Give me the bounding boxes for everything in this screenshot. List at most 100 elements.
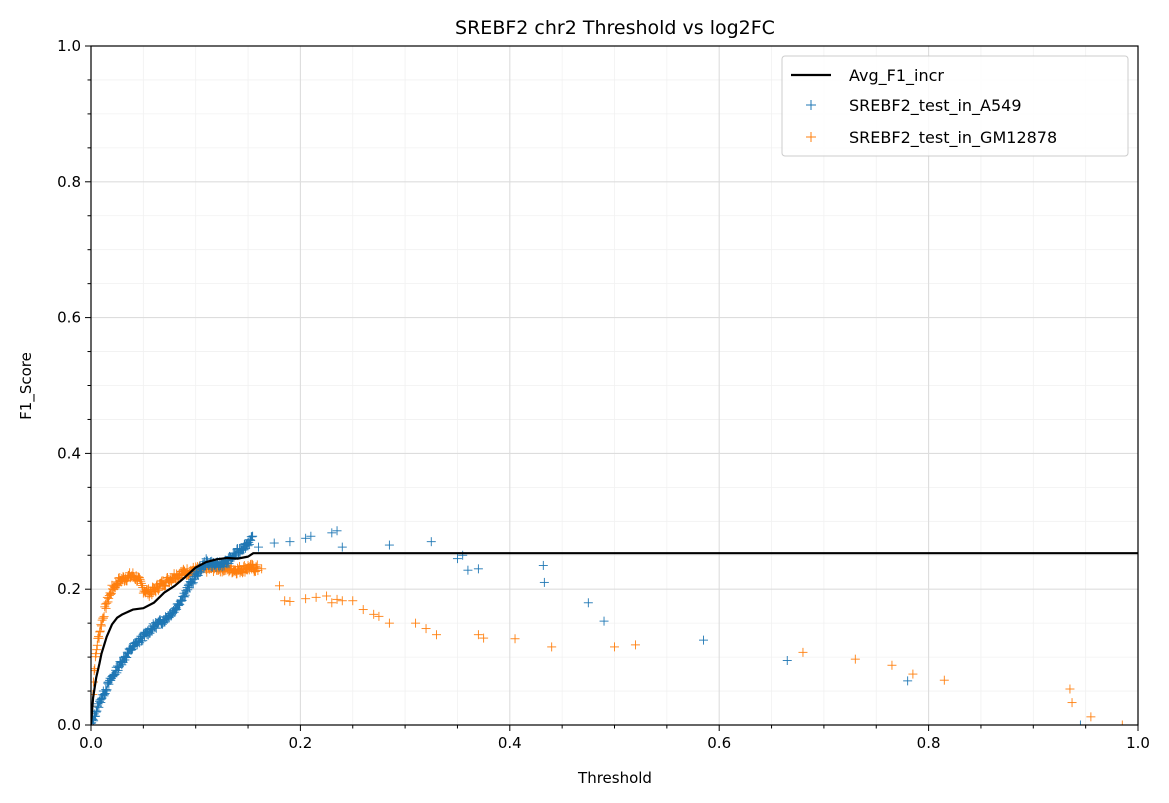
a549-point	[1075, 720, 1085, 725]
a549-point	[269, 538, 279, 548]
gm12878-point	[473, 630, 483, 640]
gm12878-point	[95, 627, 105, 637]
gm12878-point	[908, 669, 918, 679]
gm12878-point	[850, 654, 860, 664]
a549-point	[96, 698, 106, 708]
a549-point	[239, 545, 249, 555]
a549-point	[384, 540, 394, 550]
gm12878-point	[280, 596, 290, 606]
gm12878-point	[106, 589, 116, 599]
gm12878-point	[91, 649, 101, 659]
a549-point	[238, 544, 248, 554]
legend-swatch-a549	[806, 100, 816, 110]
gm12878-point	[178, 564, 188, 574]
gm12878-point	[95, 626, 105, 636]
gm12878-point	[411, 618, 421, 628]
a549-point	[248, 531, 258, 541]
a549-point	[254, 542, 264, 552]
a549-point	[120, 655, 130, 665]
gm12878-point	[798, 647, 808, 657]
x-tick-label: 0.0	[79, 734, 103, 752]
gm12878-point	[97, 615, 107, 625]
legend: Avg_F1_incr SREBF2_test_in_A549 SREBF2_t…	[781, 55, 1129, 157]
gm12878-point	[106, 589, 116, 599]
a549-point	[221, 558, 231, 568]
gm12878-point	[93, 631, 103, 641]
x-tick-label: 0.6	[707, 734, 731, 752]
minor-grid	[91, 46, 1138, 725]
a549-point	[306, 531, 316, 541]
a549-point	[94, 702, 104, 712]
gm12878-point	[547, 642, 557, 652]
gm12878-point	[247, 559, 257, 569]
gm12878-point	[94, 633, 104, 643]
a549-point	[122, 652, 132, 662]
gm12878-point	[96, 621, 106, 631]
legend-label-a549: SREBF2_test_in_A549	[849, 96, 1022, 116]
gm12878-point	[92, 645, 102, 655]
gm12878-point	[250, 566, 260, 576]
gm12878-point	[358, 605, 368, 615]
gm12878-point	[479, 633, 489, 643]
gm12878-point	[610, 642, 619, 652]
gm12878-point	[432, 630, 442, 640]
gm12878-point	[96, 620, 106, 630]
a549-point	[106, 675, 116, 685]
a549-point	[301, 533, 311, 543]
a549-point	[145, 628, 155, 638]
gm12878-point	[252, 560, 262, 570]
gm12878-point	[285, 596, 295, 606]
a549-point	[92, 706, 102, 716]
gm12878-point	[337, 596, 347, 606]
a549-point	[246, 535, 256, 545]
y-tick-label: 0.8	[57, 173, 81, 191]
a549-point	[91, 707, 101, 717]
gm12878-point	[103, 597, 113, 607]
gm12878-point	[348, 596, 358, 606]
gm12878-point	[251, 562, 261, 572]
y-axis-label: F1_Score	[17, 352, 36, 420]
a549-point	[112, 668, 122, 678]
gm12878-point	[257, 564, 267, 574]
y-tick-label: 0.2	[57, 580, 81, 598]
a549-point	[143, 630, 153, 640]
gm12878-point	[102, 598, 112, 608]
gm12878-point	[311, 592, 321, 602]
gm12878-point	[887, 660, 897, 670]
legend-label-gm12878: SREBF2_test_in_GM12878	[849, 128, 1057, 148]
x-tick-label: 0.2	[288, 734, 312, 752]
a549-point	[452, 554, 462, 564]
legend-box	[781, 55, 1129, 157]
axis-ticks: 0.0 0.2 0.4 0.6 0.8 1.0 0.0 0.2 0.4 0.6 0.8 1.0	[57, 37, 1150, 752]
gm12878-point	[101, 603, 111, 613]
gm12878-point	[322, 591, 332, 601]
a549-point	[337, 542, 347, 552]
a549-point	[247, 532, 257, 542]
a549-point	[98, 690, 108, 700]
gm12878-point	[171, 574, 181, 584]
a549-point	[99, 691, 109, 701]
a549-point	[698, 635, 708, 645]
a549-point	[177, 595, 187, 605]
gm12878-point	[136, 576, 146, 586]
a549-point	[172, 604, 182, 614]
a549-point	[138, 636, 148, 646]
a549-point	[224, 559, 234, 569]
gm12878-point	[332, 594, 342, 604]
x-tick-label: 0.4	[498, 734, 522, 752]
a549-point	[187, 579, 197, 589]
gm12878-point	[384, 618, 394, 628]
y-tick-label: 1.0	[57, 37, 81, 55]
gm12878-point	[98, 613, 108, 623]
gm12878-point	[369, 609, 379, 619]
gm12878-point	[1117, 720, 1127, 725]
y-tick-label: 0.0	[57, 716, 81, 734]
a549-point	[583, 598, 593, 608]
a549-point	[151, 623, 161, 633]
y-tick-label: 0.4	[57, 444, 81, 462]
a549-point	[327, 528, 337, 538]
gm12878-point	[1067, 698, 1077, 708]
a549-point	[117, 660, 127, 670]
a549-point	[102, 685, 112, 695]
